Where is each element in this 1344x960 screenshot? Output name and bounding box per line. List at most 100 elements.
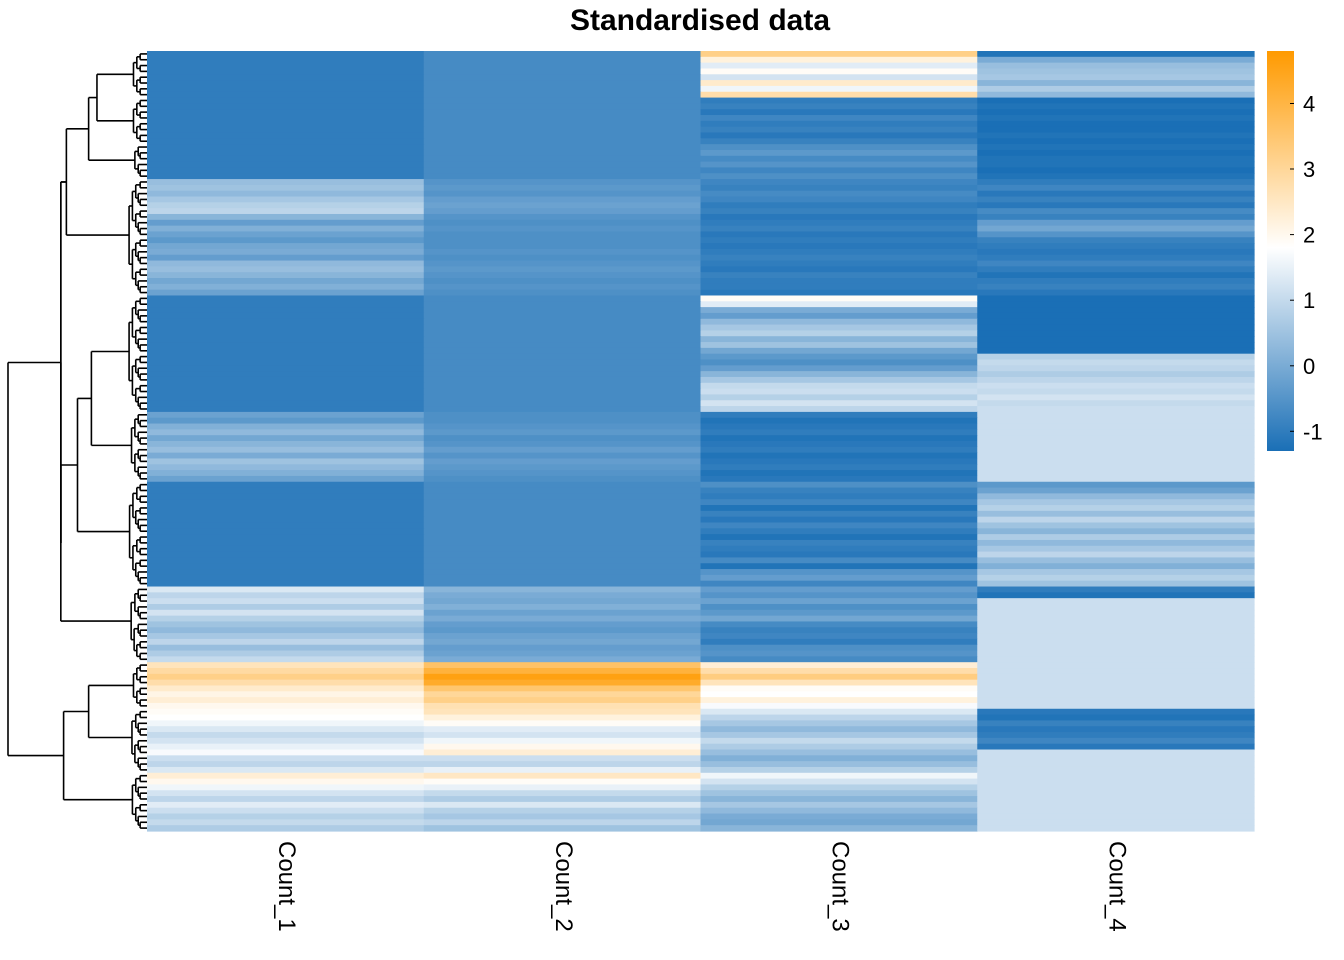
heatmap-cell	[423, 318, 702, 326]
heatmap-cell	[700, 225, 978, 233]
heatmap-cell	[977, 534, 1255, 541]
heatmap-cell	[977, 225, 1255, 233]
heatmap-cell	[147, 528, 425, 535]
heatmap-cell	[977, 312, 1255, 320]
heatmap-cell	[700, 545, 978, 553]
heatmap-cell	[977, 97, 1255, 104]
heatmap-cell	[700, 825, 978, 832]
heatmap-cell	[147, 382, 425, 390]
heatmap-cell	[423, 493, 702, 500]
heatmap-cell	[147, 714, 425, 721]
heatmap-cell	[423, 283, 702, 291]
heatmap-cell	[147, 68, 425, 75]
heatmap-cell	[147, 278, 425, 285]
heatmap-cell	[423, 702, 702, 710]
heatmap-cell	[977, 714, 1255, 721]
heatmap-cell	[977, 260, 1255, 267]
heatmap-cell	[977, 248, 1255, 256]
heatmap-cell	[423, 458, 702, 465]
heatmap-cell	[700, 97, 978, 104]
heatmap-cell	[147, 697, 425, 704]
heatmap-cell	[977, 563, 1255, 570]
heatmap-cell	[147, 202, 425, 209]
heatmap-cell	[423, 743, 702, 751]
heatmap-cell	[700, 807, 978, 815]
heatmap-cell	[977, 720, 1255, 727]
heatmap-cell	[423, 475, 702, 483]
heatmap-cell	[147, 359, 425, 366]
heatmap-cell	[700, 254, 978, 262]
heatmap-cell	[147, 784, 425, 791]
heatmap-cell	[423, 726, 702, 733]
heatmap-cell	[147, 115, 425, 122]
heatmap-cell	[147, 574, 425, 582]
heatmap-cell	[147, 138, 425, 145]
heatmap-cell	[700, 190, 978, 198]
heatmap-cell	[423, 708, 702, 716]
heatmap-cell	[977, 85, 1255, 93]
heatmap-cell	[700, 598, 978, 605]
heatmap-cell	[147, 621, 425, 628]
heatmap-cell	[977, 470, 1255, 477]
heatmap-cell	[700, 615, 978, 623]
heatmap-cell	[423, 813, 702, 820]
heatmap-cell	[977, 557, 1255, 564]
heatmap-cell	[700, 755, 978, 762]
heatmap-cell	[147, 208, 425, 215]
heatmap-cell	[147, 603, 425, 611]
heatmap-cell	[423, 592, 702, 599]
column-label: Count_1	[273, 841, 300, 932]
heatmap-cell	[147, 155, 425, 163]
heatmap-cell	[423, 662, 702, 669]
heatmap-cell	[977, 342, 1255, 349]
heatmap-cell	[700, 184, 978, 192]
heatmap-cell	[423, 74, 702, 81]
heatmap-cell	[423, 266, 702, 273]
heatmap-cell	[700, 493, 978, 500]
heatmap-cell	[977, 190, 1255, 198]
heatmap-cell	[700, 400, 978, 407]
heatmap-cell	[977, 278, 1255, 285]
heatmap-cell	[147, 720, 425, 727]
heatmap-cell	[700, 458, 978, 465]
heatmap-cell	[700, 324, 978, 331]
heatmap-cell	[700, 347, 978, 355]
heatmap-cell	[147, 161, 425, 169]
heatmap-cell	[700, 633, 978, 640]
heatmap-cell	[977, 726, 1255, 733]
heatmap-cell	[977, 499, 1255, 506]
heatmap-cell	[423, 825, 702, 832]
heatmap-cell	[147, 237, 425, 244]
heatmap-cell	[423, 330, 702, 337]
heatmap-cell	[147, 376, 425, 384]
heatmap-cell	[700, 609, 978, 617]
heatmap-cell	[977, 196, 1255, 203]
heatmap-cell	[700, 411, 978, 419]
heatmap-cell	[700, 714, 978, 721]
heatmap-cell	[147, 458, 425, 465]
heatmap-cell	[147, 499, 425, 506]
heatmap-cell	[977, 371, 1255, 378]
heatmap-cell	[977, 755, 1255, 762]
heatmap-cell	[423, 796, 702, 803]
heatmap-cell	[147, 475, 425, 483]
heatmap-cell	[423, 685, 702, 692]
heatmap-cell	[700, 435, 978, 442]
heatmap-cell	[147, 406, 425, 413]
heatmap-cell	[977, 650, 1255, 657]
heatmap-cell	[977, 376, 1255, 384]
heatmap-cell	[700, 365, 978, 372]
heatmap-cell	[700, 603, 978, 611]
heatmap-cell	[423, 697, 702, 704]
heatmap-cell	[700, 732, 978, 739]
heatmap-cell	[977, 458, 1255, 465]
heatmap-cell	[147, 400, 425, 407]
heatmap-cell	[977, 51, 1255, 58]
heatmap-cell	[700, 213, 978, 221]
heatmap-cell	[423, 382, 702, 390]
heatmap-cell	[700, 283, 978, 291]
heatmap-cell	[423, 295, 702, 302]
heatmap-cell	[423, 650, 702, 657]
heatmap-cell	[977, 359, 1255, 366]
